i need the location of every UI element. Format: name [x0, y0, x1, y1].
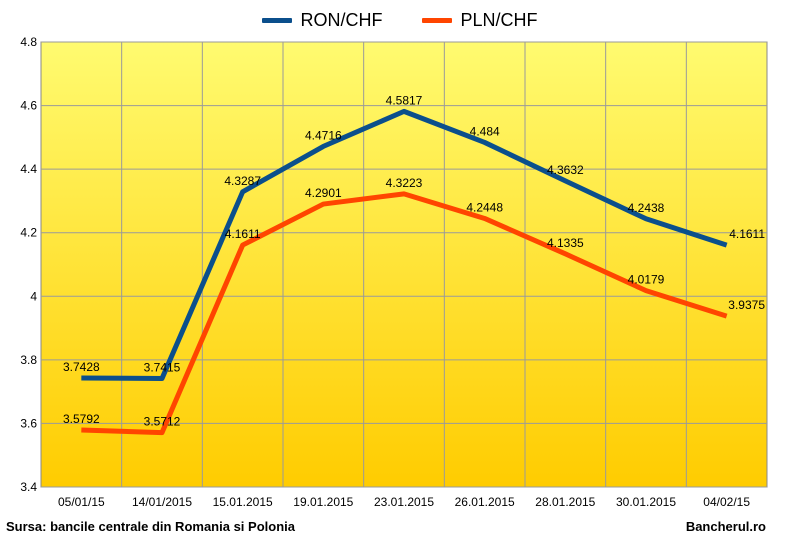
legend-label-pln-chf: PLN/CHF	[460, 10, 538, 30]
x-tick-label: 14/01/2015	[132, 495, 192, 509]
y-tick-label: 3.6	[20, 416, 37, 430]
data-label: 4.3223	[386, 176, 423, 190]
y-tick-label: 4	[30, 289, 37, 303]
data-label: 3.5792	[63, 412, 100, 426]
y-tick-label: 3.8	[20, 353, 37, 367]
legend-item-pln-chf: PLN/CHF	[422, 10, 538, 31]
data-label: 4.2438	[628, 201, 665, 215]
data-label: 3.9375	[728, 298, 765, 312]
y-tick-label: 4.2	[20, 226, 37, 240]
data-label: 4.2901	[305, 186, 342, 200]
y-tick-label: 4.8	[20, 35, 37, 49]
x-tick-label: 04/02/15	[703, 495, 750, 509]
data-label: 4.0179	[628, 273, 665, 287]
data-label: 4.1611	[225, 227, 261, 241]
data-label: 4.3287	[224, 174, 261, 188]
legend-swatch-ron-chf	[262, 18, 293, 23]
data-label: 4.3632	[547, 163, 584, 177]
data-label: 4.484	[470, 124, 500, 138]
legend-item-ron-chf: RON/CHF	[262, 10, 382, 31]
x-tick-label: 26.01.2015	[455, 495, 515, 509]
x-tick-label: 23.01.2015	[374, 495, 434, 509]
legend-swatch-pln-chf	[422, 18, 453, 23]
data-label: 3.7415	[144, 360, 181, 374]
y-tick-label: 4.6	[20, 99, 37, 113]
series-line-pln-chf	[81, 191, 728, 436]
x-tick-label: 28.01.2015	[535, 495, 595, 509]
data-label: 3.7428	[63, 360, 100, 374]
data-label: 4.5817	[386, 93, 423, 107]
chart-legend: RON/CHF PLN/CHF	[0, 10, 800, 31]
x-tick-label: 15.01.2015	[213, 495, 273, 509]
y-tick-label: 3.4	[20, 480, 37, 494]
data-label: 4.4716	[305, 128, 342, 142]
data-label: 4.1611	[729, 227, 765, 241]
series-line-ron-chf	[81, 108, 728, 381]
legend-label-ron-chf: RON/CHF	[300, 10, 383, 30]
x-tick-label: 19.01.2015	[293, 495, 353, 509]
brand-name: Bancherul.ro	[685, 519, 766, 534]
x-tick-label: 05/01/15	[58, 495, 105, 509]
data-label: 4.2448	[466, 200, 503, 214]
plot-area	[40, 41, 768, 488]
source-note: Sursa: bancile centrale din Romania si P…	[6, 519, 295, 534]
data-label: 3.5712	[144, 415, 181, 429]
data-label: 4.1335	[547, 236, 584, 250]
y-tick-label: 4.4	[20, 162, 37, 176]
x-tick-label: 30.01.2015	[616, 495, 676, 509]
